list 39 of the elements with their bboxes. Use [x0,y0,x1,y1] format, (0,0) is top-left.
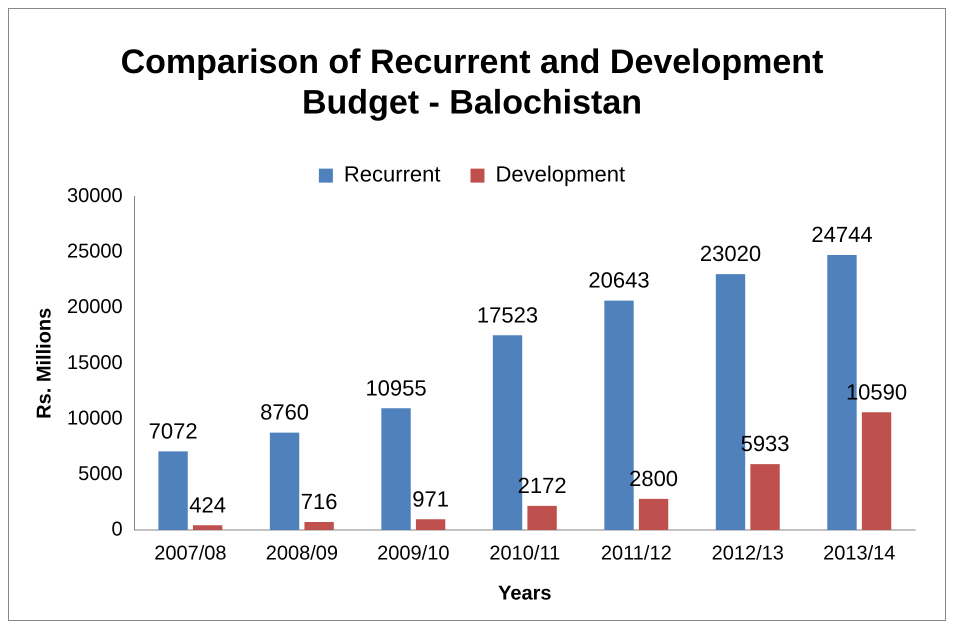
data-label: 424 [189,492,226,518]
x-tick-label: 2010/11 [489,542,560,565]
x-tick-label: 2013/14 [823,542,896,565]
bar [304,522,334,530]
y-tick-label: 30000 [66,185,123,208]
y-tick-label: 5000 [78,462,123,485]
x-tick-label: 2007/08 [154,542,227,565]
x-tick-label: 2012/13 [712,542,784,565]
data-label: 716 [300,489,338,514]
y-axis-title: Rs. Millions [34,308,56,419]
chart-title: Comparison of Recurrent and Development Budget - Balochistan [120,42,824,122]
legend-label: Development [495,162,626,187]
data-label: 24744 [811,222,873,248]
data-label: 10955 [365,375,427,400]
y-tick-label: 0 [111,518,123,541]
bar [270,432,300,530]
x-tick-label: 2008/09 [266,542,338,565]
x-axis-title: Years [498,582,552,605]
bar [381,408,411,530]
data-label: 23020 [700,241,762,266]
data-label: 20643 [588,268,650,293]
x-tick-label: 2011/12 [600,542,672,565]
y-tick-label: 15000 [66,352,123,374]
bar [750,464,780,530]
y-tick-label: 10000 [66,407,123,430]
data-label: 971 [412,486,449,512]
y-tick-label: 25000 [66,240,123,263]
data-label: 7072 [148,418,198,444]
data-label: 8760 [260,400,310,425]
y-tick-label: 20000 [66,296,123,318]
bar [862,412,892,530]
legend-label: Recurrent [344,162,440,187]
data-label: 17523 [476,302,538,328]
bar [416,519,446,530]
bar [158,451,188,530]
bar [638,498,668,530]
bar [527,506,557,530]
x-tick-label: 2009/10 [377,542,450,565]
bar [192,525,222,530]
